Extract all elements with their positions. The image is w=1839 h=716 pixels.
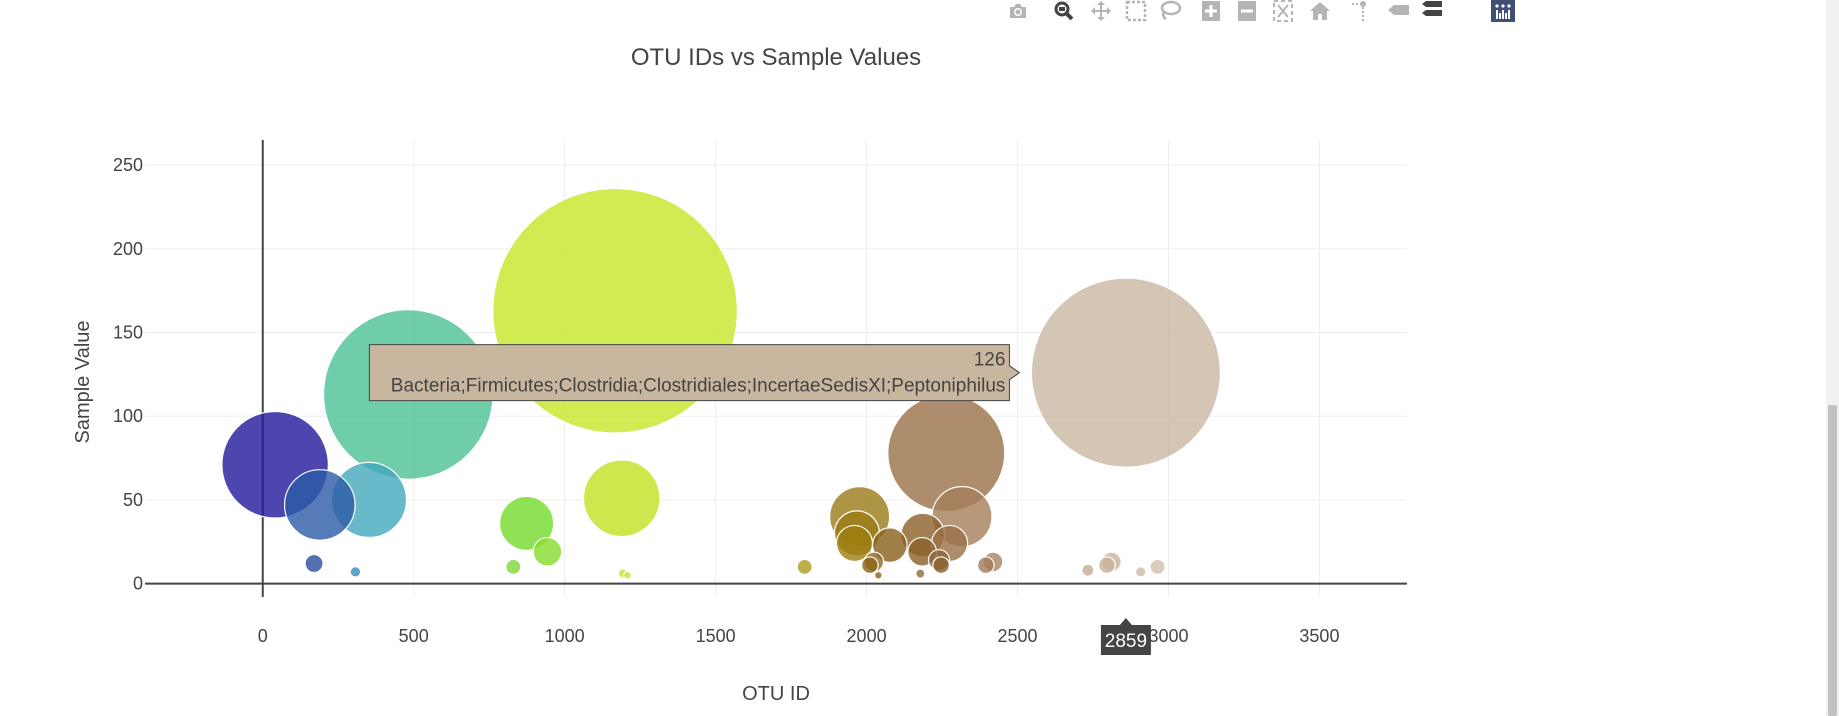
- x-tick-label: 3000: [1148, 626, 1188, 646]
- y-tick-label: 250: [113, 155, 143, 175]
- y-tick-label: 100: [113, 406, 143, 426]
- lasso-icon[interactable]: [1158, 0, 1182, 22]
- x-tick-label: 3500: [1299, 626, 1339, 646]
- bubble-point[interactable]: [1134, 566, 1147, 578]
- zoom-icon[interactable]: [1052, 0, 1076, 22]
- y-tick-label: 150: [113, 323, 143, 343]
- labels: OTU IDs vs Sample Values OTU ID Sample V…: [72, 44, 921, 705]
- x-tick-label: 2000: [847, 626, 887, 646]
- chart-title: OTU IDs vs Sample Values: [631, 44, 921, 71]
- bubble-point[interactable]: [283, 469, 356, 541]
- hover-compare-icon[interactable]: [1420, 0, 1444, 22]
- bubble-point[interactable]: [582, 459, 661, 538]
- box-select-icon[interactable]: [1124, 0, 1148, 22]
- pan-icon[interactable]: [1089, 0, 1113, 22]
- y-tick-label: 50: [123, 490, 143, 510]
- x-tick-label: 1500: [696, 626, 736, 646]
- bubble-point[interactable]: [532, 536, 563, 567]
- x-tick-label: 1000: [545, 626, 585, 646]
- autoscale-icon[interactable]: [1271, 0, 1295, 22]
- x-hover-label-box: [1100, 618, 1151, 655]
- camera-icon[interactable]: [1006, 0, 1030, 22]
- page-scrollbar[interactable]: [1826, 0, 1839, 716]
- y-tick-label: 0: [133, 574, 143, 594]
- axes: 0 500 1000 1500 2000 2500 3000 3500 0 50 100 150 200…: [113, 140, 1407, 646]
- bubble-point[interactable]: [1098, 556, 1116, 575]
- bubble-point[interactable]: [871, 527, 908, 563]
- hover-value: 126: [974, 350, 1006, 371]
- bubble-point[interactable]: [976, 556, 995, 575]
- zoom-in-icon[interactable]: [1199, 0, 1223, 22]
- hover-label-box: [368, 344, 1021, 402]
- bubble-point[interactable]: [505, 558, 522, 575]
- plotly-logo-icon[interactable]: [1491, 0, 1515, 22]
- x-hover-label: 2859: [1105, 631, 1147, 652]
- bubble-point[interactable]: [304, 553, 324, 574]
- bubble-point[interactable]: [932, 556, 950, 575]
- bubble-point[interactable]: [1030, 277, 1222, 468]
- hover-tooltip: 126 Bacteria;Firmicutes;Clostridia;Clost…: [368, 344, 1151, 655]
- scrollbar-thumb[interactable]: [1828, 405, 1837, 716]
- hover-text: Bacteria;Firmicutes;Clostridia;Clostridi…: [391, 376, 1006, 397]
- bubble-point[interactable]: [349, 566, 362, 578]
- bubble-point[interactable]: [915, 568, 926, 579]
- y-tick-label: 200: [113, 239, 143, 259]
- y-axis-title: Sample Value: [72, 320, 94, 443]
- bubble-point[interactable]: [1081, 563, 1095, 577]
- reset-axes-icon[interactable]: [1308, 0, 1332, 22]
- bubble-point[interactable]: [873, 570, 883, 580]
- x-tick-label: 0: [258, 626, 268, 646]
- spike-lines-icon[interactable]: [1349, 0, 1373, 22]
- bubble-point[interactable]: [861, 556, 879, 575]
- bubble-point[interactable]: [796, 558, 813, 575]
- hover-closest-icon[interactable]: [1386, 0, 1410, 22]
- bubble-point[interactable]: [499, 495, 555, 551]
- bubble-point[interactable]: [623, 570, 632, 580]
- x-axis-title: OTU ID: [742, 683, 810, 705]
- bubble-point[interactable]: [1149, 558, 1166, 575]
- x-tick-label: 500: [399, 626, 429, 646]
- zoom-out-icon[interactable]: [1235, 0, 1259, 22]
- x-tick-label: 2500: [998, 626, 1038, 646]
